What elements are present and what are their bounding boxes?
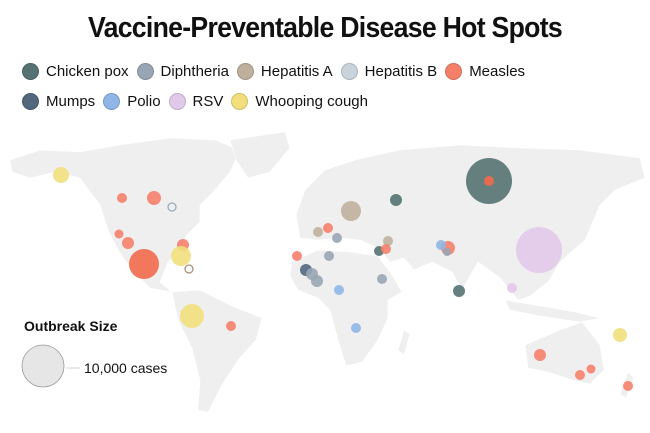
bubble-measles [534,349,546,361]
bubble-whooping [171,246,191,266]
legend-item-measles: Measles [445,63,525,80]
bubble-diphtheria [332,233,342,243]
legend-item-chickenpox: Chicken pox [22,63,129,80]
legend-label: Hepatitis A [260,63,333,80]
legend-label: Chicken pox [46,63,129,80]
legend-swatch-icon [22,63,39,80]
australia [524,321,605,385]
legend-swatch-icon [136,63,154,80]
legend-item-mumps: Mumps [22,93,95,110]
bubble-chickenpox [390,194,402,206]
bubble-measles [226,321,236,331]
bubble-whooping [180,304,204,328]
bubble-whooping [613,328,627,342]
outbreak-size-title: Outbreak Size [24,318,118,334]
bubble-hepa [313,227,323,237]
legend-row-1: Chicken pox Diphtheria Hepatitis A Hepatiti… [22,63,533,80]
outbreak-bubbles [53,158,633,391]
outbreak-size-label: 10,000 cases [84,360,168,376]
page-title: Vaccine-Preventable Disease Hot Spots [88,12,563,44]
bubble-measles [575,370,585,380]
legend-swatch-icon [231,93,249,110]
legend-item-polio: Polio [103,93,161,110]
bubble-hepb [167,202,177,212]
bubble-whooping [53,167,69,183]
legend-swatch-icon [22,93,39,110]
madagascar [397,329,411,356]
legend-label: Mumps [46,93,96,110]
legend-label: Polio [127,93,161,110]
bubble-measles [117,193,127,203]
legend-row-2: Mumps Polio RSV Whooping cough [22,93,376,110]
legend-swatch-icon [168,93,186,110]
legend-swatch-icon [236,63,254,80]
bubble-measles [122,237,134,249]
bubble-diphtheria [324,251,334,261]
bubble-measles [129,249,159,279]
bubble-measles [586,364,596,374]
legend-item-diphtheria: Diphtheria [136,63,229,80]
legend-label: Whooping cough [255,93,368,110]
greenland [229,131,291,179]
legend-swatch-icon [340,63,358,80]
bubble-diphtheria [311,275,323,287]
bubble-measles [292,251,302,261]
bubble-polio [334,285,344,295]
legend-label: Measles [469,63,526,80]
bubble-hepa [341,201,361,221]
legend-item-hepb: Hepatitis B [340,63,438,80]
bubble-chickenpox [453,285,465,297]
legend-item-whooping: Whooping cough [231,93,368,110]
bubble-measles [623,381,633,391]
southeast-asia [504,299,601,323]
legend-label: Hepatitis B [364,63,438,80]
bubble-measles [147,191,161,205]
bubble-hepa [383,236,393,246]
legend-label: Diphtheria [160,63,229,80]
bubble-polio [436,240,446,250]
legend-item-hepa: Hepatitis A [236,63,333,80]
bubble-measles [484,176,494,186]
size-legend-circle [21,344,65,388]
bubble-measles [114,229,124,239]
bubble-rsv [516,227,562,273]
bubble-measles [381,244,391,254]
north-america [9,137,241,293]
bubble-diphtheria [377,274,387,284]
bubble-measles [323,223,333,233]
legend-item-rsv: RSV [168,93,224,110]
bubble-rsv [507,283,517,293]
bubble-diphtheria [443,248,451,256]
bubble-polio [351,323,361,333]
legend-label: RSV [192,93,224,110]
legend-swatch-icon [445,63,463,80]
bubble-hepa [184,264,194,274]
legend-swatch-icon [103,93,121,110]
